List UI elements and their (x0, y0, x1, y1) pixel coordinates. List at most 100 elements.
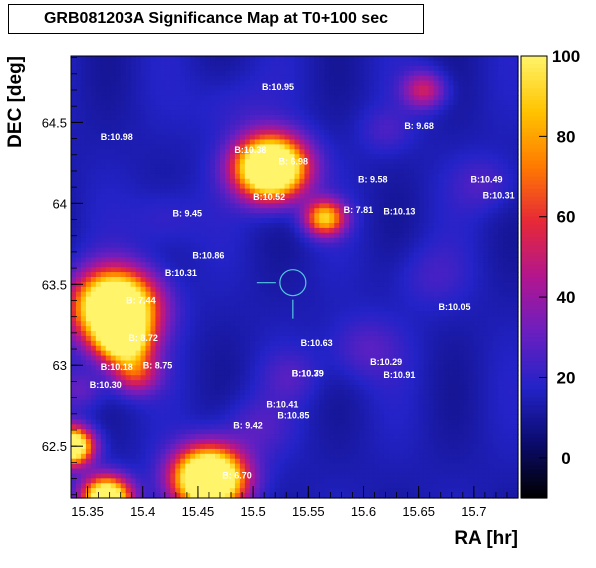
heatmap-cell (448, 75, 455, 82)
heatmap-cell (468, 90, 474, 96)
heatmap-cell (383, 208, 390, 214)
heatmap-cell (120, 119, 127, 126)
heatmap-cell (259, 75, 266, 82)
heatmap-cell (120, 242, 127, 249)
heatmap-cell (334, 100, 340, 106)
heatmap-cell (393, 213, 400, 219)
heatmap-cell (239, 296, 246, 303)
heatmap-cell (239, 144, 246, 150)
heatmap-cell (155, 75, 161, 82)
heatmap-cell (314, 281, 320, 288)
heatmap-cell (393, 222, 400, 229)
heatmap-cell (413, 321, 420, 327)
heatmap-cell (443, 227, 450, 234)
heatmap-cell (259, 60, 266, 67)
heatmap-cell (195, 80, 201, 87)
heatmap-cell (398, 60, 405, 67)
heatmap-cell (508, 247, 514, 254)
heatmap-cell (364, 124, 370, 131)
heatmap-cell (408, 321, 415, 327)
heatmap-cell (349, 267, 355, 273)
heatmap-cell (453, 60, 459, 67)
heatmap-cell (473, 65, 479, 72)
heatmap-cell (195, 281, 201, 288)
heatmap-cell (110, 267, 117, 273)
heatmap-cell (428, 222, 435, 229)
heatmap-cell (105, 129, 112, 136)
heatmap-cell (349, 311, 355, 317)
heatmap-cell (145, 213, 152, 219)
heatmap-cell (508, 154, 514, 160)
heatmap-cell (100, 222, 107, 229)
heatmap-cell (329, 65, 335, 72)
heatmap-cell (215, 193, 221, 200)
heatmap-cell (279, 105, 286, 111)
heatmap-cell (100, 100, 107, 106)
heatmap-cell (329, 56, 335, 62)
heatmap-cell (478, 227, 484, 234)
heatmap-cell (344, 203, 350, 209)
heatmap-cell (413, 168, 420, 175)
heatmap-cell (264, 286, 271, 293)
heatmap-cell (388, 129, 395, 136)
heatmap-cell (359, 286, 365, 293)
heatmap-cell (359, 257, 365, 263)
heatmap-cell (433, 188, 440, 195)
heatmap-cell (373, 203, 380, 209)
heatmap-cell (220, 326, 226, 332)
heatmap-cell (418, 56, 425, 62)
heatmap-cell (85, 272, 92, 278)
heatmap-cell (408, 139, 415, 145)
heatmap-cell (195, 129, 201, 136)
heatmap-cell (478, 124, 484, 131)
heatmap-cell (110, 164, 117, 170)
heatmap-cell (354, 193, 360, 200)
heatmap-cell (503, 90, 509, 96)
heatmap-cell (473, 164, 479, 170)
heatmap-cell (229, 168, 236, 175)
heatmap-cell (463, 90, 469, 96)
heatmap-cell (155, 65, 161, 72)
heatmap-cell (483, 110, 489, 116)
heatmap-cell (210, 100, 216, 106)
heatmap-cell (428, 183, 435, 190)
heatmap-cell (468, 262, 474, 268)
heatmap-cell (210, 129, 216, 136)
heatmap-cell (259, 188, 266, 195)
heatmap-cell (170, 218, 176, 224)
heatmap-cell (80, 222, 87, 229)
heatmap-cell (95, 183, 102, 190)
heatmap-cell (488, 80, 494, 87)
heatmap-cell (115, 262, 122, 268)
heatmap-cell (75, 85, 82, 91)
heatmap-cell (155, 296, 161, 303)
heatmap-cell (503, 70, 509, 77)
heatmap-cell (105, 85, 112, 91)
heatmap-cell (478, 296, 484, 303)
heatmap-cell (463, 168, 469, 175)
heatmap-cell (438, 232, 445, 239)
heatmap-cell (453, 139, 459, 145)
heatmap-cell (478, 159, 484, 165)
heatmap-cell (443, 272, 450, 278)
heatmap-cell (269, 218, 276, 224)
heatmap-cell (244, 144, 251, 150)
heatmap-cell (279, 70, 286, 77)
heatmap-cell (329, 232, 335, 239)
heatmap-cell (498, 173, 504, 180)
heatmap-cell (373, 267, 380, 273)
heatmap-cell (468, 75, 474, 82)
heatmap-cell (135, 60, 142, 67)
heatmap-cell (170, 178, 176, 185)
heatmap-cell (458, 173, 464, 180)
heatmap-cell (249, 277, 256, 283)
heatmap-cell (239, 85, 246, 91)
heatmap-cell (274, 218, 281, 224)
heatmap-cell (314, 70, 320, 77)
heatmap-cell (438, 90, 445, 96)
heatmap-cell (229, 65, 236, 72)
heatmap-cell (254, 203, 261, 209)
heatmap-cell (378, 218, 385, 224)
heatmap-cell (269, 114, 276, 121)
heatmap-cell (85, 257, 92, 263)
